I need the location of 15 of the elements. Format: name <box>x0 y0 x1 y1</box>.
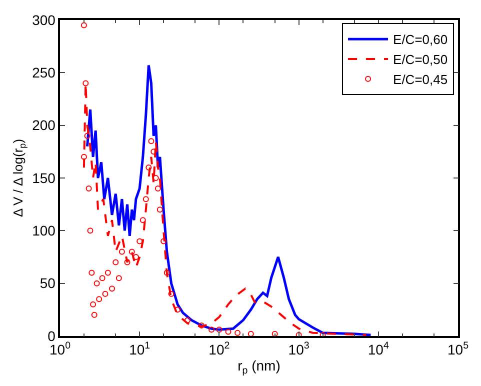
x-tick-label: 10$^{1}$ <box>129 340 150 358</box>
x-tick-label: 10$^{4}$ <box>368 340 390 358</box>
y-tick-label: 200 <box>32 117 56 134</box>
legend-label: E/C=0,60 <box>393 32 448 48</box>
x-axis-title: r$_{p}$ (nm) <box>238 357 280 376</box>
x-tick-label: 10$^{3}$ <box>288 340 310 358</box>
y-tick-label: 250 <box>32 64 56 81</box>
y-tick-label: 50 <box>40 275 56 292</box>
y-tick-label: 300 <box>32 12 56 28</box>
x-tick-label: 10$^{5}$ <box>447 340 470 358</box>
legend-label: E/C=0,50 <box>393 52 448 68</box>
y-tick-label: 150 <box>32 170 56 186</box>
y-tick-label: 100 <box>32 222 56 239</box>
legend-label: E/C=0,45 <box>393 72 448 87</box>
x-tick-label: 10$^{2}$ <box>208 340 230 358</box>
